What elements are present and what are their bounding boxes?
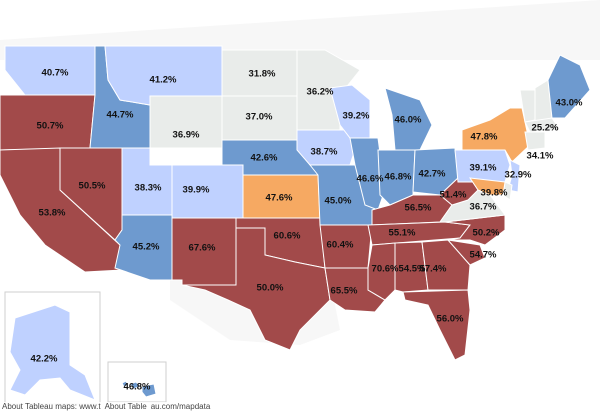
state-label-id: 44.7% <box>107 110 134 121</box>
state-label-va: 36.7% <box>470 202 497 213</box>
state-label-tn: 55.1% <box>389 228 416 239</box>
state-label-nv: 50.5% <box>79 181 106 192</box>
state-label-nh: 25.2% <box>532 123 559 134</box>
state-label-wy: 36.9% <box>173 130 200 141</box>
state-north-carolina[interactable] <box>444 214 506 246</box>
state-label-fl: 56.0% <box>437 314 464 325</box>
state-label-mn: 36.2% <box>307 87 334 98</box>
state-label-sc: 54.7% <box>470 250 497 261</box>
state-label-or: 50.7% <box>37 121 64 132</box>
state-alaska[interactable] <box>9 304 96 401</box>
state-label-ca: 53.8% <box>39 208 66 219</box>
state-label-ok: 60.6% <box>274 231 301 242</box>
state-label-in: 46.8% <box>385 172 412 183</box>
state-massachusetts[interactable] <box>524 117 561 133</box>
state-georgia[interactable] <box>421 239 471 291</box>
state-label-mo: 45.0% <box>325 196 352 207</box>
state-label-wv: 51.4% <box>440 190 467 201</box>
state-label-pa: 39.1% <box>470 163 497 174</box>
state-label-ut: 38.3% <box>135 183 162 194</box>
state-label-ms: 70.6% <box>372 264 399 275</box>
state-label-md: 39.8% <box>481 188 508 199</box>
state-label-nc: 50.2% <box>473 228 500 239</box>
state-new-jersey[interactable] <box>507 159 521 193</box>
state-hawaii[interactable] <box>121 380 157 398</box>
state-label-mi: 46.0% <box>395 115 422 126</box>
state-label-ne: 42.6% <box>251 153 278 164</box>
state-label-ar: 60.4% <box>327 240 354 251</box>
map-attribution: About Tableau maps: www.t About Table au.c… <box>0 402 213 411</box>
state-label-la: 65.5% <box>331 286 358 297</box>
state-label-az: 45.2% <box>133 242 160 253</box>
state-label-ma: 34.1% <box>527 151 554 162</box>
state-label-me: 43.0% <box>556 98 583 109</box>
attribution-text-3[interactable]: au.com/mapdata <box>148 402 213 411</box>
state-label-oh: 42.7% <box>419 169 446 180</box>
state-label-nm: 67.6% <box>189 243 216 254</box>
state-texas[interactable] <box>181 227 331 351</box>
state-label-il: 46.6% <box>357 174 384 185</box>
state-south-carolina[interactable] <box>446 239 486 266</box>
state-label-ky: 56.5% <box>405 203 432 214</box>
state-maryland[interactable] <box>468 177 506 196</box>
state-label-ny: 47.8% <box>471 132 498 143</box>
state-label-nd: 31.8% <box>249 69 276 80</box>
state-label-ga: 57.4% <box>420 264 447 275</box>
state-label-wi: 39.2% <box>343 111 370 122</box>
attribution-text-2[interactable]: About Table <box>102 402 149 411</box>
state-label-nj: 32.9% <box>505 170 532 181</box>
canada-land <box>0 0 600 60</box>
state-label-co: 39.9% <box>183 185 210 196</box>
attribution-text-1[interactable]: About Tableau maps: www.t <box>0 402 103 411</box>
state-label-mt: 41.2% <box>150 75 177 86</box>
state-connecticut[interactable] <box>524 131 546 151</box>
state-label-wa: 40.7% <box>42 68 69 79</box>
state-florida[interactable] <box>402 289 471 361</box>
state-labels: 40.7% 50.7% 53.8% 50.5% 44.7% 41.2% 36.9% 38.3%… <box>31 68 583 393</box>
state-label-ia: 38.7% <box>311 147 338 158</box>
state-alabama[interactable] <box>394 241 429 293</box>
state-label-sd: 37.0% <box>246 112 273 123</box>
state-label-al: 54.5% <box>399 264 426 275</box>
state-label-tx: 50.0% <box>257 283 284 294</box>
state-label-hi: 46.8% <box>124 382 151 393</box>
state-label-ks: 47.6% <box>266 193 293 204</box>
state-label-ak: 42.2% <box>31 354 58 365</box>
states-layer <box>0 45 591 361</box>
